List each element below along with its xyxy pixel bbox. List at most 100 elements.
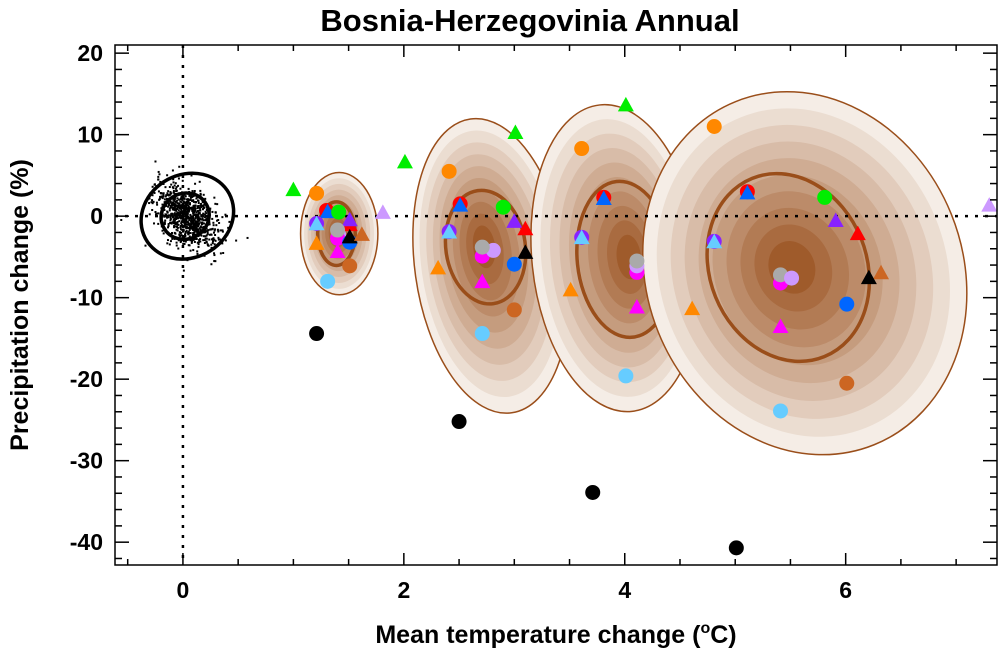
variability-dot [186, 231, 189, 234]
variability-dot [151, 199, 154, 202]
y-tick-label: -20 [70, 366, 103, 392]
point-triangle-orange [684, 300, 701, 316]
variability-dot [205, 241, 208, 244]
variability-dot [161, 197, 164, 200]
variability-dot [190, 241, 193, 244]
point-triangle-blue [452, 197, 469, 212]
variability-dot [186, 208, 189, 211]
variability-dot [166, 239, 169, 242]
variability-dot [203, 241, 206, 244]
point-triangle-orange [562, 281, 579, 297]
variability-dot [219, 252, 222, 255]
variability-dot [191, 190, 194, 193]
variability-dot [195, 197, 198, 200]
y-tick-labels: 20 10 0 -10 -20 -30 -40 [70, 40, 103, 555]
variability-dot [183, 236, 186, 239]
variability-dot [182, 269, 185, 272]
variability-dot [213, 260, 216, 263]
variability-dot [183, 212, 186, 215]
variability-dot [194, 223, 197, 226]
variability-dot [201, 214, 204, 217]
variability-dot [182, 220, 185, 223]
variability-dot [195, 211, 198, 214]
variability-dot [179, 214, 182, 217]
variability-dot [194, 220, 197, 223]
variability-dot [160, 192, 163, 195]
variability-dot [179, 226, 182, 229]
variability-dot [165, 204, 168, 207]
variability-dot [221, 242, 224, 245]
variability-dot [176, 223, 179, 226]
variability-dot [183, 215, 186, 218]
variability-dot [159, 195, 162, 198]
variability-dot [200, 204, 203, 207]
variability-dot [183, 197, 186, 200]
variability-dot [164, 186, 167, 189]
variability-dot [210, 263, 213, 266]
point-triangle-lilac [374, 204, 391, 219]
variability-dot [181, 230, 184, 233]
variability-dot [181, 220, 184, 223]
variability-dot [179, 205, 182, 208]
variability-dot [203, 239, 206, 242]
variability-dot [218, 221, 221, 224]
variability-dot [184, 209, 187, 212]
x-tick-label: 6 [839, 577, 852, 603]
variability-dot [193, 231, 196, 234]
variability-dot [199, 217, 202, 220]
variability-dot [198, 206, 201, 209]
point-triangle-orange [308, 235, 325, 250]
variability-dot [201, 218, 204, 221]
variability-dot [180, 211, 183, 214]
variability-dot [175, 241, 178, 244]
variability-dot [187, 187, 190, 190]
variability-dot [204, 235, 207, 238]
variability-dot [182, 211, 185, 214]
variability-dot [198, 180, 201, 183]
variability-dot [210, 243, 213, 246]
point-triangle-green [285, 181, 302, 197]
variability-dot [179, 200, 182, 203]
variability-dot [178, 214, 181, 217]
variability-dot [182, 228, 185, 231]
variability-dot [184, 230, 187, 233]
x-tick-labels: 0 2 4 6 [177, 577, 853, 603]
variability-dot [203, 206, 206, 209]
variability-dot [175, 186, 178, 189]
variability-dot [182, 242, 185, 245]
x-tick-label: 0 [177, 577, 190, 603]
variability-dot [172, 190, 175, 193]
point-circle-orange [441, 163, 457, 179]
variability-dot [193, 222, 196, 225]
variability-dot [160, 195, 163, 198]
variability-dot [192, 226, 195, 229]
variability-dot [199, 228, 202, 231]
variability-dot [201, 208, 204, 211]
variability-dot [171, 214, 174, 217]
variability-dot [175, 228, 178, 231]
variability-dot [199, 238, 202, 241]
variability-dot [202, 239, 205, 242]
variability-dot [180, 222, 183, 225]
variability-dot [180, 234, 183, 237]
point-triangle-lilac [981, 197, 997, 212]
variability-dot [228, 220, 231, 223]
variability-dot [197, 228, 200, 231]
variability-dot [214, 239, 217, 242]
variability-dot [191, 233, 194, 236]
variability-dot [144, 244, 147, 247]
variability-dot [204, 231, 207, 234]
variability-dot [216, 219, 219, 222]
variability-dot [196, 205, 199, 208]
variability-dot [171, 186, 174, 189]
variability-dot [177, 247, 180, 250]
variability-dot [182, 203, 185, 206]
variability-dot [157, 175, 160, 178]
point-triangle-purple [827, 212, 844, 228]
variability-dot [204, 210, 207, 213]
variability-dot [174, 213, 177, 216]
variability-dot [202, 204, 205, 207]
variability-dot [186, 211, 189, 214]
variability-dot [187, 207, 190, 210]
point-circle-brown [506, 302, 522, 318]
